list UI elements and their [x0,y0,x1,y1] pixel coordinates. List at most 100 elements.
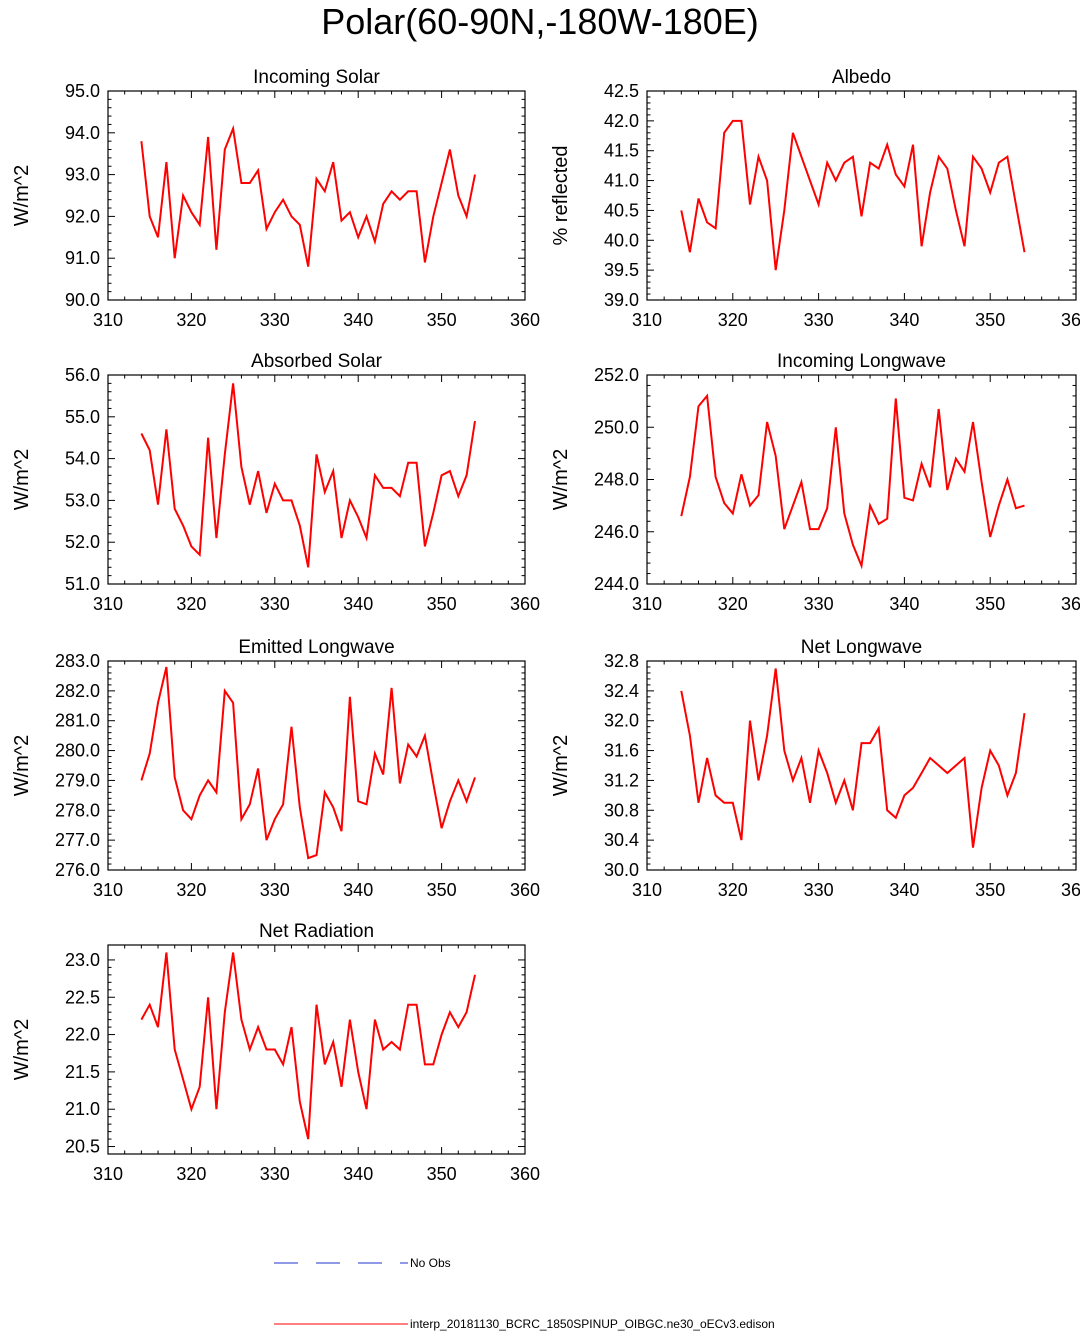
panel-5: Emitted Longwave W/m^2 310 320 330 340 350 360 2… [11,637,540,900]
y-tick-label: 22.5 [65,987,100,1007]
y-axis-label: W/m^2 [11,165,33,227]
y-tick-label: 30.0 [604,860,639,880]
series-line [140,383,476,568]
plot-frame [646,374,1077,585]
x-tick-label: 360 [1061,594,1080,614]
series-line [140,952,476,1140]
y-tick-label: 21.5 [65,1062,100,1082]
x-tick-label: 310 [632,310,662,330]
x-tick-label: 310 [632,880,662,900]
x-tick-label: 310 [93,310,123,330]
x-tick-label: 350 [975,594,1005,614]
x-tick-label: 340 [343,880,373,900]
x-tick-label: 330 [804,310,834,330]
x-tick-label: 340 [889,310,919,330]
y-tick-label: 54.0 [65,449,100,469]
x-tick-label: 330 [260,594,290,614]
x-tick-label: 320 [176,310,206,330]
series-line [680,393,1025,570]
x-tick-label: 310 [93,880,123,900]
y-tick-label: 41.5 [604,141,639,161]
y-tick-label: 94.0 [65,123,100,143]
y-tick-label: 32.0 [604,711,639,731]
panel-title: Net Radiation [259,921,374,942]
y-tick-label: 40.0 [604,230,639,250]
y-tick-label: 32.8 [604,651,639,671]
y-axis-label: W/m^2 [11,449,33,511]
y-tick-label: 31.2 [604,770,639,790]
x-tick-label: 330 [804,594,834,614]
y-tick-label: 39.5 [604,260,639,280]
y-tick-label: 277.0 [55,830,100,850]
x-tick-label: 350 [975,880,1005,900]
x-tick-label: 350 [427,1164,457,1184]
x-tick-label: 320 [718,310,748,330]
legend-obs-label: No Obs [410,1256,451,1270]
y-axis-label: % reflected [550,145,572,245]
y-axis-label: W/m^2 [11,735,33,797]
legend-model-line [274,1323,408,1325]
y-tick-label: 282.0 [55,681,100,701]
y-tick-label: 32.4 [604,681,639,701]
x-tick-label: 340 [343,310,373,330]
panel-2: Albedo % reflected 310 320 330 340 350 360 39.0 3… [550,67,1080,330]
y-tick-label: 40.5 [604,200,639,220]
y-tick-label: 56.0 [65,365,100,385]
x-tick-label: 350 [427,310,457,330]
y-tick-label: 52.0 [65,532,100,552]
x-tick-label: 310 [632,594,662,614]
y-tick-label: 279.0 [55,770,100,790]
plot-frame [107,660,526,871]
panel-7: Net Radiation W/m^2 310 320 330 340 350 360 20.5… [11,921,540,1184]
y-tick-label: 252.0 [594,365,639,385]
y-tick-label: 22.0 [65,1025,100,1045]
y-tick-label: 31.6 [604,741,639,761]
x-tick-label: 330 [260,880,290,900]
panel-4: Incoming Longwave W/m^2 310 320 330 340 350 360… [550,351,1080,614]
plot-frame [646,660,1077,871]
y-axis-label: W/m^2 [11,1019,33,1081]
x-tick-label: 310 [93,1164,123,1184]
y-tick-label: 91.0 [65,248,100,268]
x-tick-label: 320 [176,880,206,900]
x-tick-label: 330 [260,310,290,330]
x-tick-label: 330 [804,880,834,900]
y-axis-label: W/m^2 [550,449,572,511]
panel-title: Albedo [832,67,891,88]
y-tick-label: 42.5 [604,81,639,101]
legend-model-label: interp_20181130_BCRC_1850SPINUP_OIBGC.ne… [410,1317,775,1331]
plot-frame [107,374,526,585]
panel-title: Emitted Longwave [238,637,394,658]
x-tick-label: 350 [427,880,457,900]
legend-obs-line [274,1262,408,1264]
x-tick-label: 350 [975,310,1005,330]
plot-frame [646,90,1077,301]
x-tick-label: 340 [889,594,919,614]
y-tick-label: 244.0 [594,574,639,594]
y-tick-label: 23.0 [65,950,100,970]
y-tick-label: 51.0 [65,574,100,594]
y-tick-label: 20.5 [65,1137,100,1157]
y-tick-label: 248.0 [594,470,639,490]
x-tick-label: 360 [1061,880,1080,900]
x-tick-label: 310 [93,594,123,614]
y-tick-label: 21.0 [65,1099,100,1119]
y-tick-label: 278.0 [55,800,100,820]
x-tick-label: 360 [510,880,540,900]
plot-frame [107,90,526,301]
x-tick-label: 350 [427,594,457,614]
panel-title: Net Longwave [801,637,922,658]
panel-1: Incoming Solar W/m^2 310 320 330 340 350 360 90.… [11,67,540,330]
y-tick-label: 53.0 [65,490,100,510]
x-tick-label: 360 [510,1164,540,1184]
panel-6: Net Longwave W/m^2 310 320 330 340 350 360 30.0 3… [550,637,1080,900]
x-tick-label: 340 [343,1164,373,1184]
y-tick-label: 41.0 [604,171,639,191]
x-tick-label: 320 [718,594,748,614]
y-tick-label: 42.0 [604,111,639,131]
panel-title: Incoming Longwave [777,351,946,372]
x-tick-label: 320 [176,1164,206,1184]
y-tick-label: 93.0 [65,165,100,185]
y-tick-label: 246.0 [594,522,639,542]
